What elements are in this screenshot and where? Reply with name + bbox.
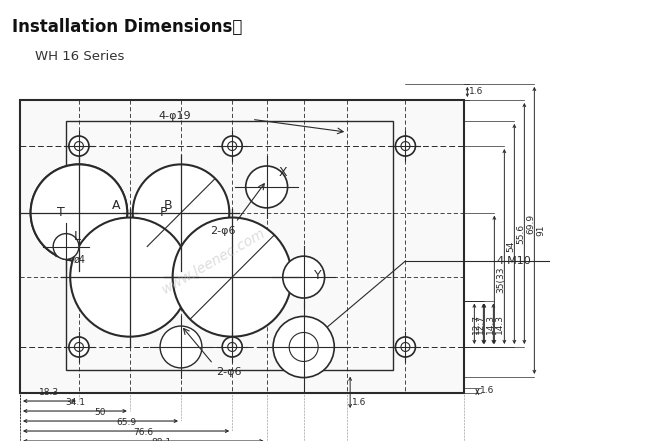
Circle shape (133, 164, 229, 261)
Circle shape (395, 136, 415, 156)
Text: ø4: ø4 (74, 254, 86, 265)
Circle shape (31, 164, 127, 261)
Text: Installation Dimensions：: Installation Dimensions： (12, 18, 242, 36)
Circle shape (273, 316, 334, 377)
Circle shape (69, 136, 89, 156)
Text: 14.3: 14.3 (486, 314, 495, 334)
Text: www.leenec.com: www.leenec.com (159, 226, 268, 296)
Text: 88.1: 88.1 (152, 438, 172, 441)
Bar (66, 121, 393, 370)
Text: 4-φ19: 4-φ19 (158, 111, 191, 121)
Text: 55.6: 55.6 (516, 224, 525, 244)
Text: P: P (159, 206, 167, 219)
Text: 18.3: 18.3 (40, 388, 60, 397)
Text: X: X (279, 166, 287, 179)
Circle shape (69, 337, 89, 357)
Text: Y: Y (314, 269, 321, 282)
Text: 1.6: 1.6 (469, 87, 484, 97)
Circle shape (223, 337, 242, 356)
Text: B: B (164, 198, 173, 212)
Circle shape (283, 256, 324, 298)
Circle shape (70, 137, 88, 156)
Text: 76.6: 76.6 (133, 428, 153, 437)
Bar (20, 100, 464, 393)
Circle shape (222, 337, 242, 357)
Circle shape (395, 337, 415, 357)
Text: 2-φ6: 2-φ6 (216, 367, 242, 377)
Text: 4-M10: 4-M10 (497, 256, 531, 266)
Text: 2-φ6: 2-φ6 (210, 226, 235, 235)
Text: 65.9: 65.9 (116, 418, 136, 427)
Circle shape (246, 166, 287, 208)
Text: 34.1: 34.1 (65, 398, 85, 407)
Circle shape (53, 234, 79, 259)
Text: WH 16 Series: WH 16 Series (35, 50, 124, 63)
Text: 35(33: 35(33 (497, 267, 505, 293)
Circle shape (396, 337, 415, 356)
Circle shape (396, 137, 415, 156)
Text: 12.7: 12.7 (473, 314, 482, 334)
Text: 12.7: 12.7 (476, 314, 486, 334)
Circle shape (160, 326, 202, 368)
Text: L: L (74, 229, 81, 243)
Text: 1.6: 1.6 (480, 386, 495, 395)
Circle shape (173, 217, 292, 336)
Circle shape (70, 337, 88, 356)
Text: 14.3: 14.3 (495, 314, 504, 334)
Circle shape (223, 137, 242, 156)
Circle shape (31, 164, 127, 261)
Text: A: A (112, 198, 120, 212)
Circle shape (222, 136, 242, 156)
Text: 54: 54 (506, 241, 515, 252)
Text: 50: 50 (95, 408, 106, 417)
Circle shape (70, 217, 189, 336)
Text: T: T (57, 206, 65, 219)
Text: 69.9: 69.9 (526, 213, 536, 234)
Text: 1.6: 1.6 (352, 398, 367, 407)
Text: 91: 91 (536, 224, 545, 236)
